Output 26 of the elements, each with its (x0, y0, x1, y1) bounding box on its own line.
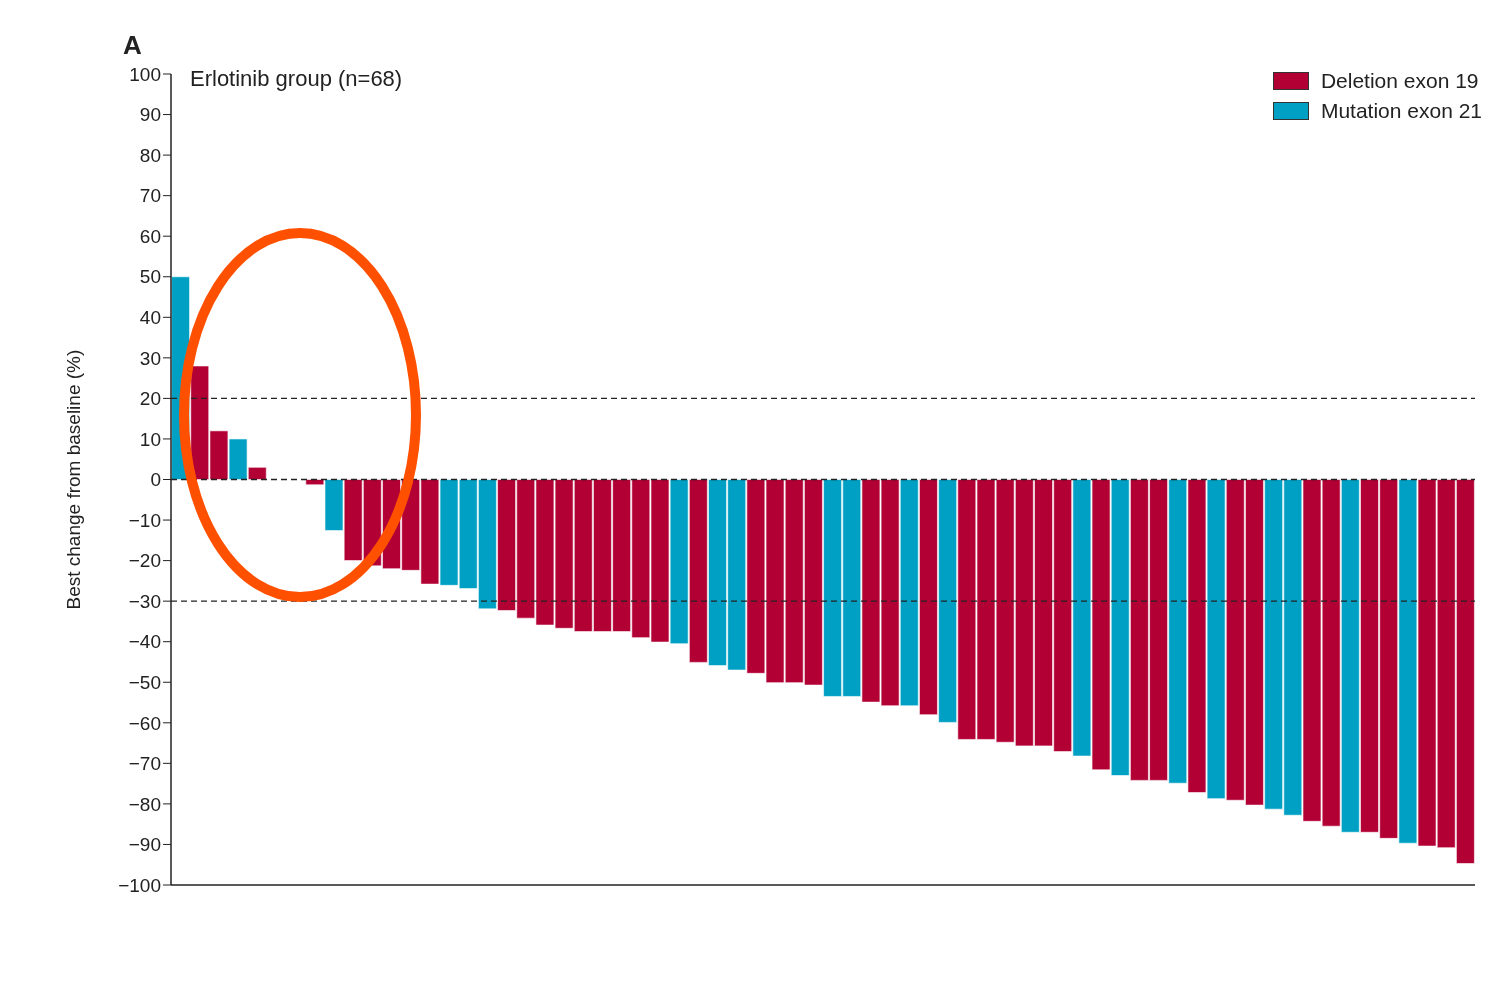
y-tick-label: 20 (139, 388, 161, 410)
chart-title: Erlotinib group (n=68) (190, 66, 403, 92)
text: A (123, 30, 142, 61)
y-tick-label: 50 (139, 266, 161, 288)
legend-label: Mutation exon 21 (1320, 99, 1482, 123)
y-tick-label: 70 (139, 185, 161, 207)
y-axis-title: Best change from baseline (%) (62, 349, 84, 610)
y-tick-label: 80 (139, 144, 161, 166)
y-tick-label: 100 (129, 63, 161, 85)
y-tick-label: −30 (128, 590, 161, 612)
y-tick-label: −70 (128, 753, 161, 775)
legend-label: Deletion exon 19 (1320, 69, 1479, 93)
y-tick-label: 60 (139, 225, 161, 247)
y-tick-label: −100 (118, 874, 161, 896)
y-tick-label: 30 (139, 347, 161, 369)
y-tick-label: −50 (128, 671, 161, 693)
y-tick-label: −20 (128, 550, 161, 572)
y-tick-label: −80 (128, 793, 161, 815)
y-tick-label: 90 (139, 104, 161, 126)
y-tick-label: −60 (128, 712, 161, 734)
y-tick-label: −10 (128, 509, 161, 531)
y-tick-label: 10 (139, 428, 161, 450)
y-tick-label: −40 (128, 631, 161, 653)
y-tick-label: 40 (139, 307, 161, 329)
y-tick-label: 0 (150, 469, 161, 491)
y-tick-label: −90 (128, 834, 161, 856)
